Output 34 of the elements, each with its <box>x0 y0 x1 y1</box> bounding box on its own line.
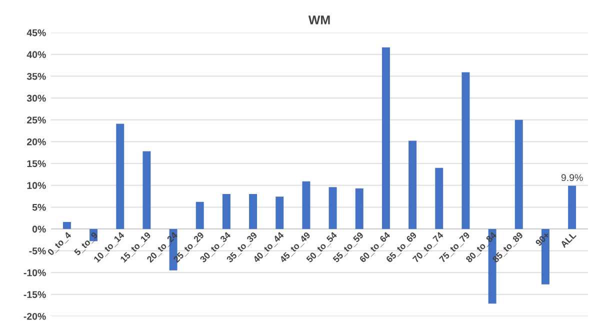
bar <box>116 124 124 229</box>
y-tick-label: 10% <box>27 182 46 189</box>
y-tick-label: -15% <box>24 291 46 298</box>
y-tick-label: 15% <box>27 160 46 168</box>
bar <box>62 222 71 229</box>
bar <box>276 196 284 229</box>
bar <box>196 202 204 229</box>
y-tick-label: 40% <box>26 51 46 58</box>
y-tick-label: 25% <box>27 116 46 124</box>
y-tick-label: 5% <box>32 204 46 211</box>
bar <box>222 194 230 229</box>
bar <box>142 151 151 229</box>
x-tick-label: 90+ <box>535 232 550 246</box>
bar <box>355 188 364 229</box>
y-tick-label: 30% <box>26 94 46 102</box>
bar <box>462 72 470 229</box>
y-tick-label: -5% <box>29 248 46 254</box>
y-tick-label: -20% <box>24 312 46 320</box>
y-tick-label: -10% <box>24 269 46 276</box>
bar <box>514 120 523 229</box>
bar <box>302 181 310 229</box>
chart-title: WM <box>308 16 330 24</box>
bar <box>328 187 337 229</box>
bar <box>435 168 444 229</box>
bar <box>568 186 576 229</box>
data-label: 9.9% <box>561 174 583 182</box>
x-tick-label: ALL <box>560 232 576 248</box>
y-tick-label: 45% <box>26 29 46 36</box>
y-tick-label: 20% <box>27 138 46 146</box>
bar <box>382 47 390 229</box>
y-tick-label: 35% <box>26 72 46 80</box>
bar <box>408 140 417 229</box>
bar <box>249 194 258 229</box>
y-tick-label: 0% <box>32 226 46 233</box>
